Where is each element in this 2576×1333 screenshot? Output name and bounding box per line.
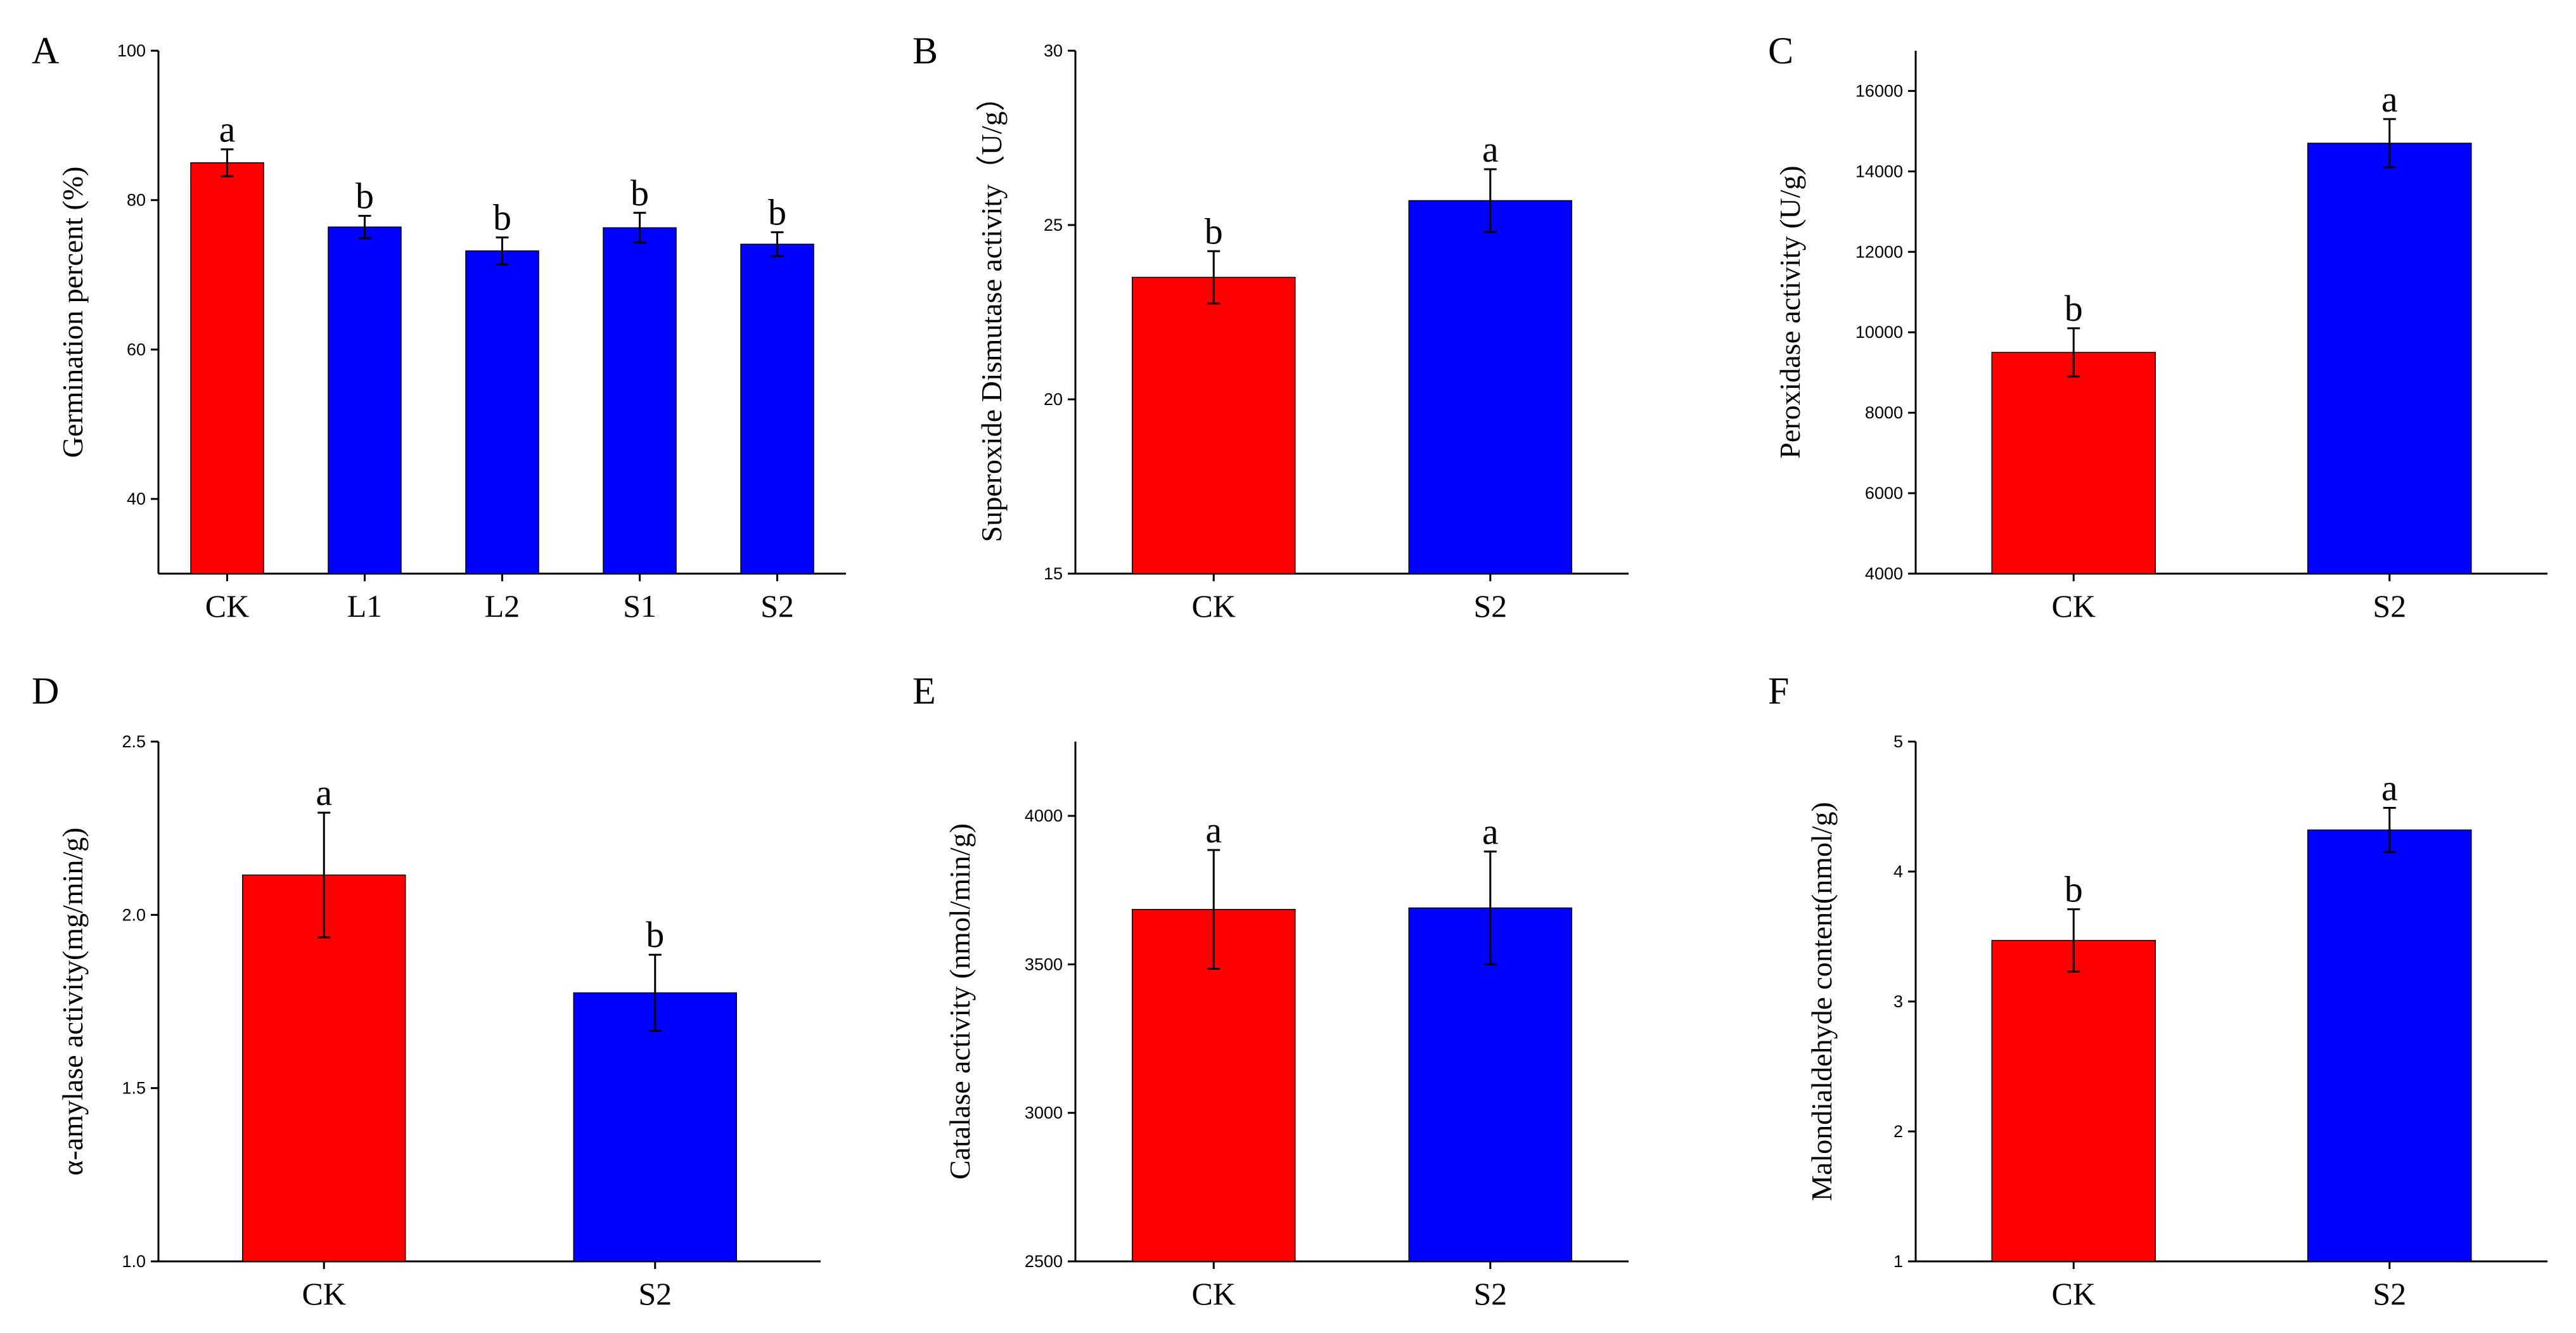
y-axis-title: Germination percent (%)	[56, 167, 89, 458]
chart-panel-e: E 2500 3000 3500 4000 Catalase activity (nmol…	[913, 670, 1629, 1311]
significance-letter: a	[1482, 811, 1499, 852]
bar-s2	[1408, 200, 1572, 574]
x-category-label: S2	[2373, 588, 2406, 624]
y-tick-label: 3500	[1025, 955, 1063, 974]
y-tick-label: 3000	[1025, 1104, 1063, 1123]
y-tick-label: 80	[127, 191, 146, 210]
significance-letter: a	[2381, 768, 2398, 809]
x-category-label: CK	[302, 1276, 346, 1311]
bar-s2	[2307, 829, 2472, 1262]
chart-panel-a: A 40 60 80 100 Germination percent (%) a CK b L1 b…	[32, 30, 846, 624]
y-tick-label: 10000	[1855, 323, 1903, 342]
y-axis-title: α-amylase activity(mg/min/g)	[56, 827, 89, 1175]
x-category-label: CK	[2052, 588, 2096, 624]
significance-letter: b	[2065, 288, 2083, 329]
significance-letter: a	[219, 109, 236, 150]
x-category-label: S2	[2373, 1276, 2406, 1311]
bar-l1	[328, 226, 402, 574]
y-tick-label: 1	[1894, 1252, 1903, 1271]
bar-s2	[1408, 907, 1572, 1262]
bar-s2	[740, 243, 814, 574]
y-axis-title: Peroxidase activity (U/g)	[1774, 165, 1806, 458]
bar-ck	[1991, 352, 2156, 574]
panel-label: E	[913, 670, 936, 712]
x-category-label: CK	[1192, 1276, 1236, 1311]
panel-label: A	[32, 30, 59, 72]
y-tick-label: 15	[1044, 564, 1063, 583]
y-axis-title: Catalase activity (nmol/min/g)	[944, 823, 976, 1180]
bar-ck	[242, 874, 406, 1262]
y-tick-label: 2500	[1025, 1252, 1063, 1271]
y-tick-label: 25	[1044, 216, 1063, 235]
bar-s2	[2307, 143, 2472, 574]
y-tick-label: 1.0	[122, 1252, 146, 1271]
chart-panel-b: B 15 20 25 30 Superoxide Dismutase activity（U…	[913, 30, 1629, 624]
y-tick-label: 2.0	[122, 905, 146, 924]
y-axis-title: Malondialdehyde content(nmol/g)	[1805, 802, 1838, 1201]
bar-ck	[1132, 276, 1296, 574]
significance-letter: b	[493, 197, 511, 238]
y-tick-label: 20	[1044, 390, 1063, 409]
y-tick-label: 4	[1894, 862, 1903, 881]
bar-ck	[190, 162, 264, 574]
y-tick-label: 60	[127, 340, 146, 359]
y-tick-label: 4000	[1865, 564, 1903, 583]
panel-label: F	[1768, 670, 1789, 712]
x-category-label: L2	[485, 588, 520, 624]
y-tick-label: 2.5	[122, 732, 146, 751]
x-category-label: S2	[1473, 1276, 1507, 1311]
y-tick-label: 4000	[1025, 806, 1063, 825]
significance-letter: b	[646, 914, 664, 955]
bar-s1	[603, 227, 677, 574]
y-tick-label: 12000	[1855, 242, 1903, 261]
panel-label: C	[1768, 30, 1793, 72]
chart-panel-c: C 4000 6000 8000 10000 12000 14000 16000 Peroxid…	[1768, 30, 2547, 624]
significance-letter: b	[1205, 210, 1223, 252]
y-tick-label: 40	[127, 489, 146, 508]
significance-letter: b	[2065, 868, 2083, 910]
significance-letter: b	[631, 172, 649, 214]
x-category-label: CK	[205, 588, 249, 624]
y-tick-label: 16000	[1855, 81, 1903, 100]
x-category-label: L1	[347, 588, 383, 624]
significance-letter: a	[2381, 79, 2398, 120]
significance-letter: a	[316, 772, 332, 813]
y-tick-label: 100	[117, 41, 146, 60]
y-tick-label: 5	[1894, 732, 1903, 751]
x-category-label: CK	[2052, 1276, 2096, 1311]
chart-panel-f: F 1 2 3 4 5 Malondialdehyde content(nmol/g) b CK…	[1768, 670, 2547, 1311]
significance-letter: a	[1205, 809, 1222, 851]
significance-letter: a	[1482, 129, 1499, 170]
panel-label: D	[32, 670, 59, 712]
significance-letter: b	[356, 175, 374, 216]
y-axis-title: Superoxide Dismutase activity（U/g）	[975, 82, 1008, 543]
y-tick-label: 6000	[1865, 484, 1903, 503]
x-category-label: S1	[623, 588, 657, 624]
y-tick-label: 2	[1894, 1122, 1903, 1141]
y-tick-label: 30	[1044, 41, 1063, 60]
y-tick-label: 3	[1894, 992, 1903, 1011]
y-tick-label: 8000	[1865, 403, 1903, 422]
bar-s2	[573, 992, 737, 1262]
significance-letter: b	[768, 191, 786, 233]
chart-panel-d: D 1.0 1.5 2.0 2.5 α-amylase activity(mg/min/g…	[32, 670, 821, 1311]
y-tick-label: 1.5	[122, 1079, 146, 1098]
x-category-label: S2	[638, 1276, 672, 1311]
y-tick-label: 14000	[1855, 162, 1903, 181]
x-category-label: S2	[1473, 588, 1507, 624]
x-category-label: CK	[1192, 588, 1236, 624]
x-category-label: S2	[760, 588, 794, 624]
bar-l2	[465, 250, 539, 574]
bar-ck	[1991, 939, 2156, 1262]
panel-label: B	[913, 30, 938, 72]
